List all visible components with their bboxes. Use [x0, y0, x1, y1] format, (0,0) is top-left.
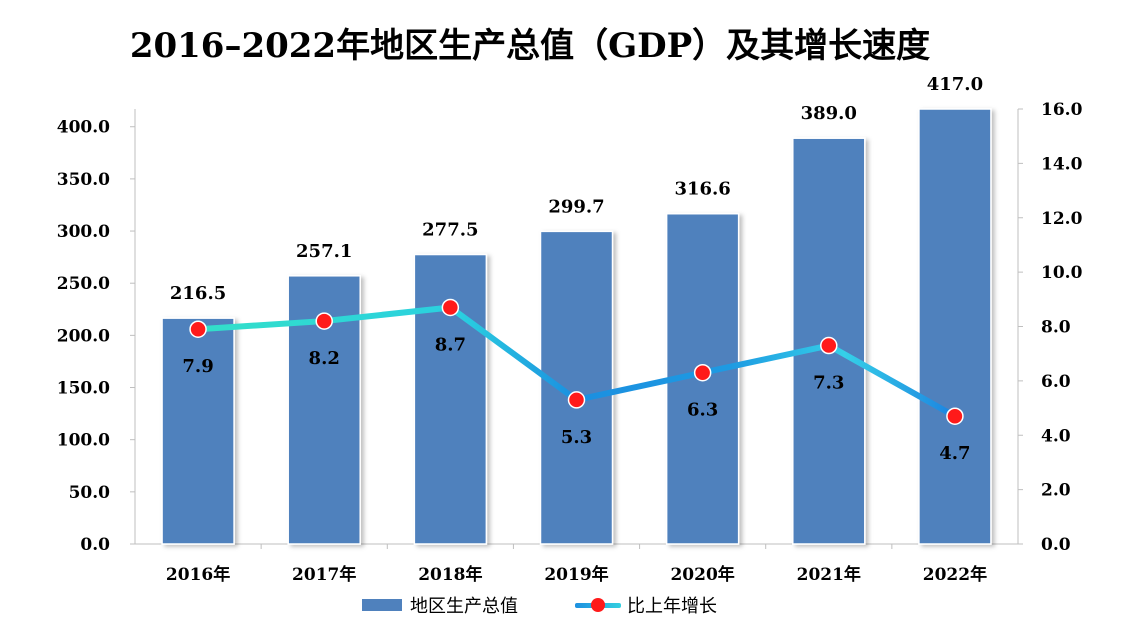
x-tick-label: 2020年	[670, 564, 734, 585]
x-tick-label: 2022年	[923, 564, 987, 585]
legend-label-gdp: 地区生产总值	[410, 596, 518, 617]
growth-point	[315, 312, 333, 330]
growth-value-label: 6.3	[687, 400, 718, 421]
right-tick-label: 2.0	[1041, 481, 1071, 501]
right-tick-label: 14.0	[1041, 154, 1083, 174]
bar-value-label: 257.1	[296, 241, 352, 262]
left-tick-label: 300.0	[57, 222, 110, 242]
bar	[161, 317, 235, 545]
growth-point	[820, 336, 838, 355]
right-tick-label: 4.0	[1041, 426, 1071, 446]
growth-point	[567, 391, 586, 409]
left-tick-label: 0.0	[80, 535, 110, 555]
right-tick-label: 12.0	[1041, 209, 1083, 229]
legend: 地区生产总值 比上年增长	[0, 592, 1145, 620]
right-tick-label: 10.0	[1041, 263, 1083, 283]
bar	[918, 108, 992, 545]
x-tick-label: 2016年	[166, 564, 230, 585]
left-tick-label: 100.0	[57, 431, 110, 451]
x-tick-label: 2017年	[292, 564, 356, 585]
growth-point	[693, 363, 712, 382]
left-tick-label: 150.0	[57, 379, 110, 399]
bar-value-label: 316.6	[674, 179, 730, 200]
bar-value-label: 216.5	[170, 283, 226, 304]
growth-value-label: 8.2	[309, 348, 340, 369]
left-tick-label: 50.0	[69, 483, 111, 503]
bar-value-label: 277.5	[422, 220, 478, 241]
left-tick-label: 200.0	[57, 326, 110, 346]
growth-point	[441, 298, 460, 317]
legend-swatch-bar	[362, 599, 402, 611]
bar-value-label: 389.0	[801, 103, 857, 124]
legend-item-gdp: 地区生产总值	[362, 592, 518, 618]
axes-group: 0.0 50.0 100.0 150.0 200.0 250.0 300.0 350.0 400…	[57, 100, 1083, 585]
growth-value-label: 4.7	[939, 443, 970, 464]
x-tick-label: 2018年	[418, 564, 482, 585]
growth-value-label: 7.3	[813, 373, 844, 394]
x-tick-label: 2019年	[544, 564, 608, 585]
right-tick-label: 16.0	[1041, 100, 1083, 120]
left-tick-label: 350.0	[57, 170, 110, 190]
bar-value-label: 299.7	[548, 196, 604, 217]
left-tick-label: 250.0	[57, 274, 110, 294]
growth-value-label: 5.3	[561, 427, 592, 448]
legend-swatch-line	[575, 598, 621, 612]
legend-label-growth: 比上年增长	[627, 596, 717, 617]
left-tick-label: 400.0	[57, 118, 110, 138]
right-tick-label: 0.0	[1041, 535, 1071, 555]
legend-item-growth: 比上年增长	[575, 592, 717, 618]
growth-point	[946, 407, 964, 425]
growth-point	[189, 320, 207, 338]
bar	[539, 230, 614, 545]
growth-value-label: 7.9	[182, 356, 213, 377]
chart-title: 2016–2022年地区生产总值（GDP）及其增长速度	[129, 26, 931, 66]
line-group	[189, 298, 964, 425]
bar	[413, 253, 488, 545]
labels-group: 216.5 257.1 277.5 299.7 316.6 389.0 417.0 7.9 8.…	[170, 74, 983, 464]
x-tick-label: 2021年	[797, 564, 861, 585]
right-tick-label: 6.0	[1041, 372, 1071, 392]
right-tick-label: 8.0	[1041, 318, 1071, 338]
bar-value-label: 417.0	[927, 74, 983, 95]
growth-value-label: 8.7	[435, 334, 466, 355]
